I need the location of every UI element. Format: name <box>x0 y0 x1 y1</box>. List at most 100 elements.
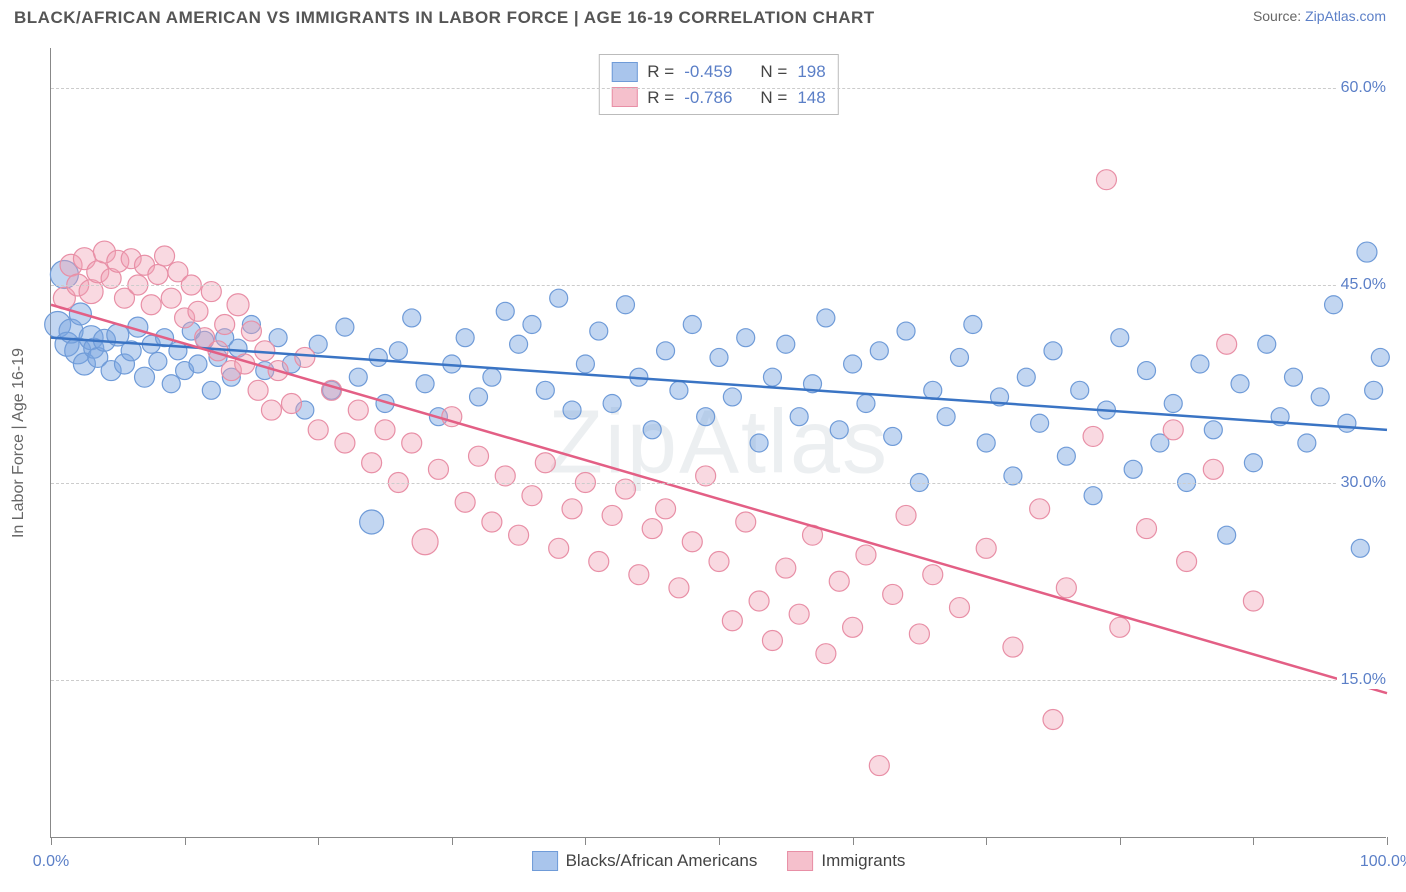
data-point-immigrants <box>535 453 555 473</box>
data-point-blacks <box>817 309 835 327</box>
data-point-blacks <box>924 381 942 399</box>
x-tick <box>853 837 854 845</box>
data-point-immigrants <box>949 598 969 618</box>
data-point-immigrants <box>1110 617 1130 637</box>
y-tick-label: 30.0% <box>1337 474 1390 492</box>
x-tick-label: 100.0% <box>1360 853 1406 871</box>
data-point-blacks <box>470 388 488 406</box>
data-point-blacks <box>710 348 728 366</box>
data-point-blacks <box>697 408 715 426</box>
data-point-blacks <box>777 335 795 353</box>
data-point-immigrants <box>141 295 161 315</box>
stats-legend-box: R =-0.459N =198R =-0.786N =148 <box>598 54 838 115</box>
data-point-blacks <box>616 296 634 314</box>
legend-item: Immigrants <box>787 851 905 871</box>
data-point-immigrants <box>883 584 903 604</box>
data-point-blacks <box>162 375 180 393</box>
data-point-blacks <box>1351 539 1369 557</box>
data-point-immigrants <box>335 433 355 453</box>
data-point-blacks <box>349 368 367 386</box>
data-point-immigrants <box>562 499 582 519</box>
data-point-blacks <box>1191 355 1209 373</box>
data-point-immigrants <box>509 525 529 545</box>
data-point-immigrants <box>896 505 916 525</box>
data-point-blacks <box>1218 526 1236 544</box>
data-point-blacks <box>737 329 755 347</box>
data-point-immigrants <box>642 519 662 539</box>
data-point-blacks <box>510 335 528 353</box>
data-point-blacks <box>563 401 581 419</box>
data-point-blacks <box>1071 381 1089 399</box>
data-point-blacks <box>369 348 387 366</box>
data-point-blacks <box>403 309 421 327</box>
data-point-blacks <box>576 355 594 373</box>
data-point-blacks <box>857 395 875 413</box>
data-point-blacks <box>1111 329 1129 347</box>
data-point-immigrants <box>215 315 235 335</box>
x-tick <box>1253 837 1254 845</box>
data-point-blacks <box>590 322 608 340</box>
data-point-immigrants <box>308 420 328 440</box>
data-point-immigrants <box>412 529 438 555</box>
data-point-immigrants <box>602 505 622 525</box>
data-point-blacks <box>1031 414 1049 432</box>
data-point-immigrants <box>295 347 315 367</box>
r-label: R = <box>647 59 674 85</box>
data-point-blacks <box>550 289 568 307</box>
data-point-immigrants <box>976 538 996 558</box>
legend-swatch <box>532 851 558 871</box>
data-point-blacks <box>1044 342 1062 360</box>
gridline-h <box>51 88 1386 89</box>
x-tick <box>51 837 52 845</box>
legend-item: Blacks/African Americans <box>532 851 758 871</box>
data-point-blacks <box>523 316 541 334</box>
data-point-immigrants <box>1203 459 1223 479</box>
y-tick-label: 45.0% <box>1337 276 1390 294</box>
data-point-immigrants <box>549 538 569 558</box>
data-point-immigrants <box>1003 637 1023 657</box>
legend-label: Blacks/African Americans <box>566 851 758 871</box>
data-point-immigrants <box>629 565 649 585</box>
data-point-immigrants <box>909 624 929 644</box>
data-point-blacks <box>763 368 781 386</box>
data-point-immigrants <box>402 433 422 453</box>
legend-label: Immigrants <box>821 851 905 871</box>
stats-row: R =-0.459N =198 <box>611 59 825 85</box>
data-point-immigrants <box>227 294 249 316</box>
data-point-immigrants <box>362 453 382 473</box>
data-point-immigrants <box>1056 578 1076 598</box>
data-point-immigrants <box>656 499 676 519</box>
data-point-blacks <box>1311 388 1329 406</box>
data-point-blacks <box>1371 348 1389 366</box>
data-point-blacks <box>1284 368 1302 386</box>
data-point-blacks <box>964 316 982 334</box>
data-point-immigrants <box>816 644 836 664</box>
y-axis-label: In Labor Force | Age 16-19 <box>10 347 28 537</box>
data-point-immigrants <box>188 301 208 321</box>
data-point-immigrants <box>469 446 489 466</box>
data-point-blacks <box>202 381 220 399</box>
x-tick <box>719 837 720 845</box>
data-point-immigrants <box>589 552 609 572</box>
source-link[interactable]: ZipAtlas.com <box>1305 8 1386 24</box>
data-point-blacks <box>1204 421 1222 439</box>
data-point-immigrants <box>148 264 168 284</box>
x-tick <box>986 837 987 845</box>
data-point-blacks <box>603 395 621 413</box>
data-point-blacks <box>389 342 407 360</box>
legend-swatch <box>611 87 637 107</box>
data-point-immigrants <box>749 591 769 611</box>
data-point-blacks <box>1338 414 1356 432</box>
data-point-blacks <box>657 342 675 360</box>
y-tick-label: 15.0% <box>1337 671 1390 689</box>
data-point-blacks <box>977 434 995 452</box>
data-point-immigrants <box>722 611 742 631</box>
data-point-immigrants <box>869 756 889 776</box>
data-point-blacks <box>1124 460 1142 478</box>
data-point-immigrants <box>1043 710 1063 730</box>
data-point-blacks <box>360 510 384 534</box>
data-point-blacks <box>1298 434 1316 452</box>
data-point-immigrants <box>241 321 261 341</box>
data-point-immigrants <box>1163 420 1183 440</box>
data-point-immigrants <box>829 571 849 591</box>
